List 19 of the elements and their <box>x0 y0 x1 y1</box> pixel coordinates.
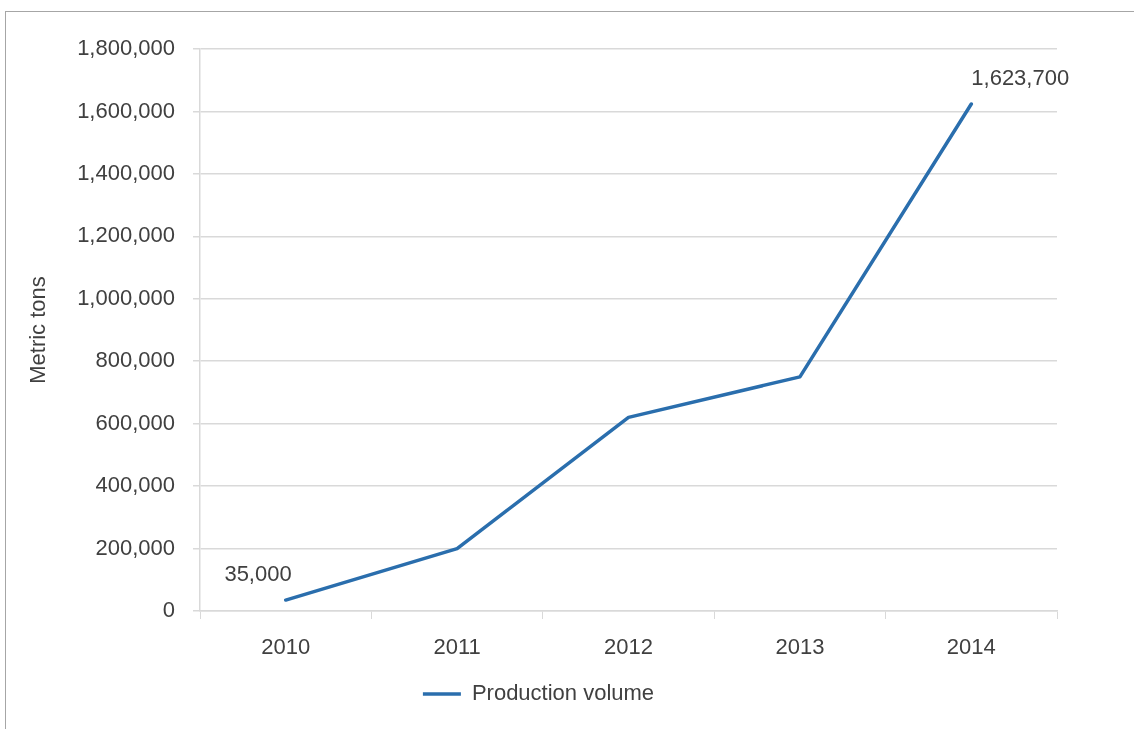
y-tick-label: 1,600,000 <box>77 97 175 123</box>
y-tick-label: 800,000 <box>95 347 175 373</box>
x-tick-label: 2012 <box>604 634 653 660</box>
y-tick-label: 1,800,000 <box>77 35 175 61</box>
data-label: 35,000 <box>224 561 292 587</box>
data-label: 1,623,700 <box>971 65 1070 91</box>
y-tick-label: 1,400,000 <box>77 159 175 185</box>
x-tick-label: 2014 <box>946 634 996 660</box>
y-tick-label: 1,200,000 <box>77 222 175 248</box>
y-tick-label: 600,000 <box>95 409 175 435</box>
legend-label: Production volume <box>471 680 655 706</box>
y-axis-title: Metric tons <box>25 276 51 384</box>
y-tick-label: 0 <box>162 597 175 623</box>
x-tick-label: 2010 <box>261 634 311 660</box>
x-tick-label: 2011 <box>433 634 481 660</box>
y-tick-label: 1,000,000 <box>77 284 175 310</box>
y-tick-label: 200,000 <box>95 534 175 560</box>
x-tick-label: 2013 <box>775 634 825 660</box>
y-tick-label: 400,000 <box>95 472 175 498</box>
